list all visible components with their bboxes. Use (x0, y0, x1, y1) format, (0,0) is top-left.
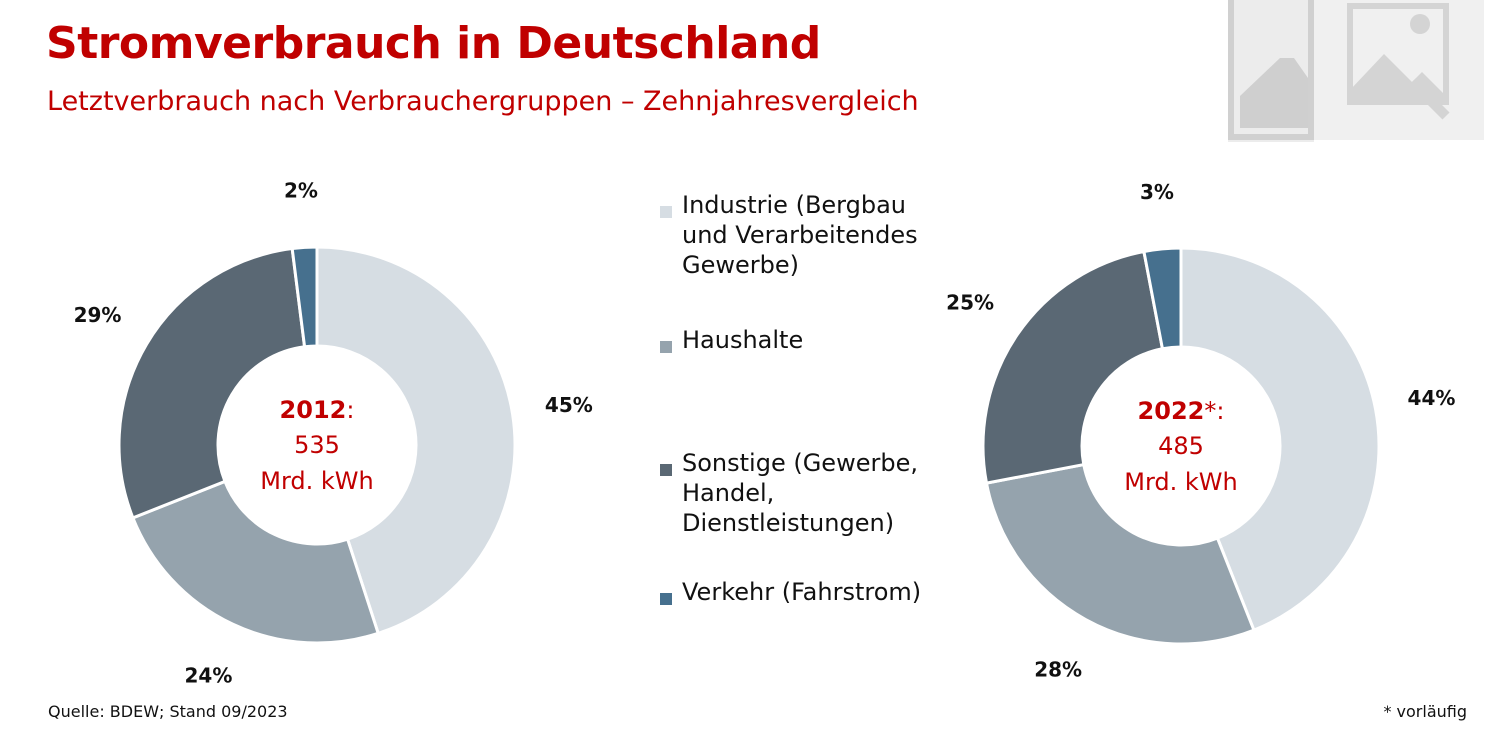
slice-haushalte (984, 462, 1256, 646)
data-label-sonstige: 29% (74, 303, 122, 327)
slice-sonstige (117, 246, 307, 520)
data-label-haushalte: 28% (1034, 657, 1082, 681)
slice-haushalte (130, 479, 381, 645)
legend-swatch-industrie (660, 206, 672, 218)
page-title: Stromverbrauch in Deutschland (46, 18, 821, 69)
center-unit: Mrd. kWh (260, 467, 373, 495)
data-label-industrie: 45% (545, 393, 593, 417)
center-unit: Mrd. kWh (1124, 468, 1237, 496)
center-value: 535 (294, 431, 340, 459)
legend-label-verkehr: Verkehr (Fahrstrom) (682, 578, 922, 606)
slice-sonstige (981, 249, 1165, 485)
data-label-industrie: 44% (1408, 386, 1456, 410)
legend-swatch-sonstige (660, 464, 672, 476)
data-label-haushalte: 24% (184, 664, 232, 688)
center-value: 485 (1158, 432, 1204, 460)
data-label-verkehr: 2% (284, 179, 318, 203)
source-note: Quelle: BDEW; Stand 09/2023 (48, 702, 288, 721)
footnote: * vorläufig (1383, 702, 1467, 721)
slice-verkehr (290, 245, 319, 349)
slice-industrie (1179, 246, 1381, 633)
center-year: 2022*: (1138, 397, 1225, 425)
data-label-verkehr: 3% (1140, 180, 1174, 204)
center-year-suffix: : (346, 396, 354, 424)
image-placeholder-icon (1314, 0, 1484, 140)
legend-label-sonstige: Sonstige (Gewerbe, Handel, Dienstleistun… (682, 449, 918, 537)
center-year: 2012: (280, 396, 355, 424)
center-year-value: 2012 (280, 396, 347, 424)
center-year-suffix: *: (1204, 397, 1224, 425)
legend-label-industrie: Industrie (Bergbau und Verarbeitendes Ge… (682, 191, 918, 279)
legend-label-haushalte: Haushalte (682, 326, 804, 354)
center-year-value: 2022 (1138, 397, 1205, 425)
image-placeholder-icon (1228, 0, 1314, 142)
legend-swatch-haushalte (660, 341, 672, 353)
data-label-sonstige: 25% (946, 291, 994, 315)
slice-verkehr (1142, 246, 1183, 351)
slice-industrie (315, 245, 517, 636)
legend-swatch-verkehr (660, 593, 672, 605)
page-subtitle: Letztverbrauch nach Verbrauchergruppen –… (47, 86, 919, 117)
